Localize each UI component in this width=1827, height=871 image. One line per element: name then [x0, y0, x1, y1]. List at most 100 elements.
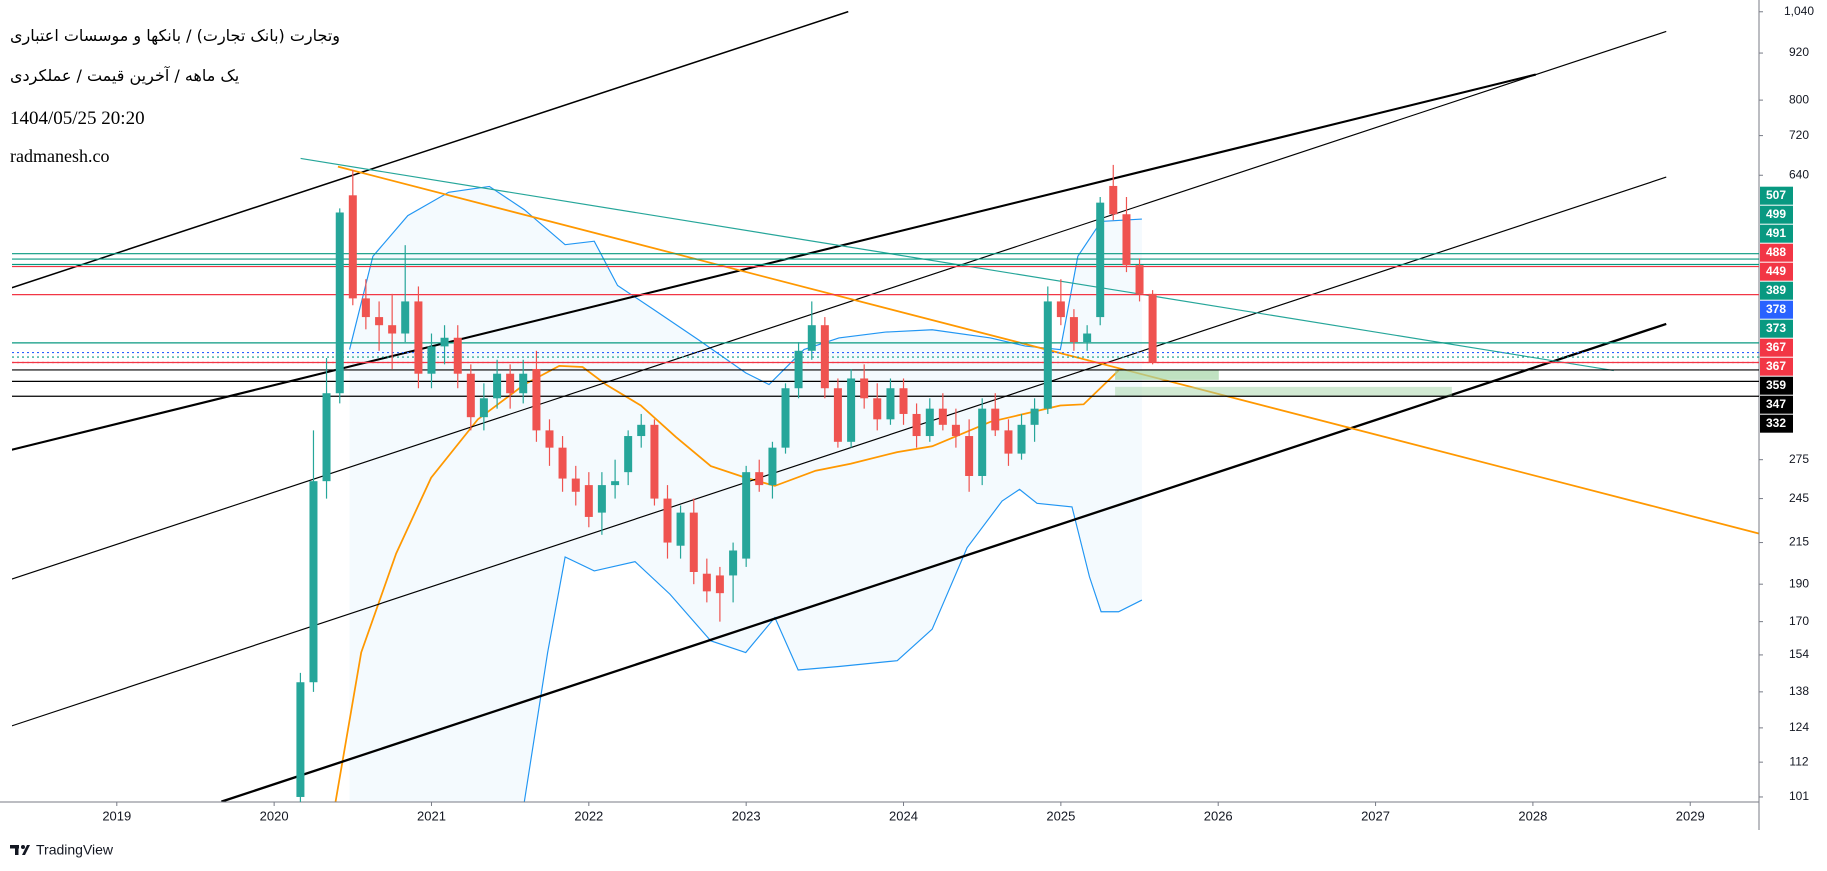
- price-label-box: [1760, 376, 1793, 395]
- candle-body: [820, 325, 829, 389]
- brand: TradingView: [36, 842, 114, 858]
- trendline: [12, 176, 1667, 727]
- watermark: radmanesh.co: [10, 146, 110, 166]
- trendline: [12, 30, 1667, 580]
- zone: [1115, 370, 1219, 380]
- candle-body: [978, 408, 987, 476]
- price-label: 367: [1766, 340, 1786, 354]
- candle-body: [414, 301, 423, 374]
- candle-body: [493, 373, 502, 399]
- price-label-box: [1760, 205, 1793, 224]
- candle-body: [663, 498, 672, 543]
- price-label: 347: [1766, 397, 1786, 411]
- y-tick-label: 1,040: [1784, 4, 1814, 18]
- candle-body: [375, 317, 384, 326]
- candle-body: [807, 325, 816, 351]
- y-tick-label: 112: [1789, 754, 1808, 768]
- subtitle: یک ماهه / آخرین قیمت / عملکردی: [10, 66, 240, 85]
- candle-body: [965, 436, 974, 476]
- y-tick-label: 720: [1789, 128, 1809, 142]
- candle-body: [506, 373, 515, 394]
- y-tick-label: 190: [1789, 576, 1809, 590]
- candle-body: [781, 388, 790, 448]
- candle-body: [886, 388, 895, 420]
- candle-body: [479, 398, 488, 418]
- candle-body: [1096, 202, 1105, 318]
- candle-body: [558, 447, 567, 479]
- candle-body: [1017, 424, 1026, 454]
- trendline: [12, 73, 1536, 451]
- price-label-box: [1760, 262, 1793, 281]
- price-label-box: [1760, 357, 1793, 376]
- candle-body: [427, 346, 436, 374]
- candle-body: [1122, 214, 1131, 266]
- price-label: 332: [1766, 416, 1786, 430]
- candle-body: [348, 195, 357, 299]
- tradingview-logo: [10, 845, 30, 855]
- candle-body: [1069, 317, 1078, 343]
- price-label-box: [1760, 395, 1793, 414]
- candle-body: [991, 408, 1000, 431]
- candle-body: [873, 398, 882, 420]
- bollinger-lower: [523, 488, 1143, 802]
- candle-body: [1083, 333, 1092, 343]
- candle-body: [545, 430, 554, 448]
- candle-body: [768, 447, 777, 486]
- candle-body: [1056, 301, 1065, 318]
- y-tick-label: 640: [1789, 167, 1809, 181]
- candle-body: [624, 436, 633, 473]
- price-label-box: [1760, 281, 1793, 300]
- y-tick-label: 800: [1789, 92, 1809, 106]
- price-label: 359: [1766, 378, 1786, 392]
- x-tick-label: 2029: [1676, 808, 1705, 823]
- y-tick-label: 215: [1789, 535, 1809, 549]
- candle-body: [1043, 301, 1052, 409]
- candle-body: [401, 301, 410, 334]
- candle-body: [938, 408, 947, 425]
- price-label: 378: [1766, 302, 1786, 316]
- y-tick-label: 920: [1789, 45, 1809, 59]
- price-label-box: [1760, 243, 1793, 262]
- candle-body: [650, 424, 659, 499]
- candle-body: [466, 373, 475, 418]
- drawings: [12, 10, 1759, 802]
- candle-body: [322, 393, 331, 482]
- x-tick-label: 2019: [102, 808, 131, 823]
- candle-body: [1109, 185, 1118, 215]
- overlays: [12, 10, 1759, 802]
- trendline: [221, 322, 1667, 802]
- candle-body: [729, 550, 738, 576]
- x-tick-label: 2024: [889, 808, 918, 823]
- candle-body: [519, 373, 528, 394]
- price-label-box: [1760, 186, 1793, 205]
- y-tick-label: 275: [1789, 452, 1809, 466]
- price-label-box: [1760, 414, 1793, 433]
- price-label-box: [1760, 338, 1793, 357]
- y-tick-label: 245: [1789, 491, 1809, 505]
- candle-body: [611, 481, 620, 486]
- price-label: 373: [1766, 321, 1786, 335]
- candle-body: [1148, 293, 1157, 363]
- x-tick-label: 2025: [1046, 808, 1075, 823]
- candle-body: [453, 337, 462, 374]
- price-label: 389: [1766, 283, 1786, 297]
- candle-body: [951, 424, 960, 437]
- candle-body: [388, 325, 397, 334]
- price-label: 491: [1766, 226, 1786, 240]
- candle-body: [584, 485, 593, 517]
- candle-body: [296, 682, 305, 797]
- candle-body: [335, 212, 344, 394]
- y-tick-label: 170: [1789, 614, 1809, 628]
- candle-body: [702, 573, 711, 592]
- candle-body: [1135, 265, 1144, 294]
- price-label: 449: [1766, 264, 1786, 278]
- y-tick-label: 138: [1789, 684, 1809, 698]
- candle-body: [1004, 430, 1013, 454]
- zone: [1115, 386, 1452, 397]
- candle-body: [440, 337, 449, 347]
- x-tick-label: 2026: [1204, 808, 1233, 823]
- x-tick-label: 2027: [1361, 808, 1390, 823]
- candle-body: [794, 350, 803, 389]
